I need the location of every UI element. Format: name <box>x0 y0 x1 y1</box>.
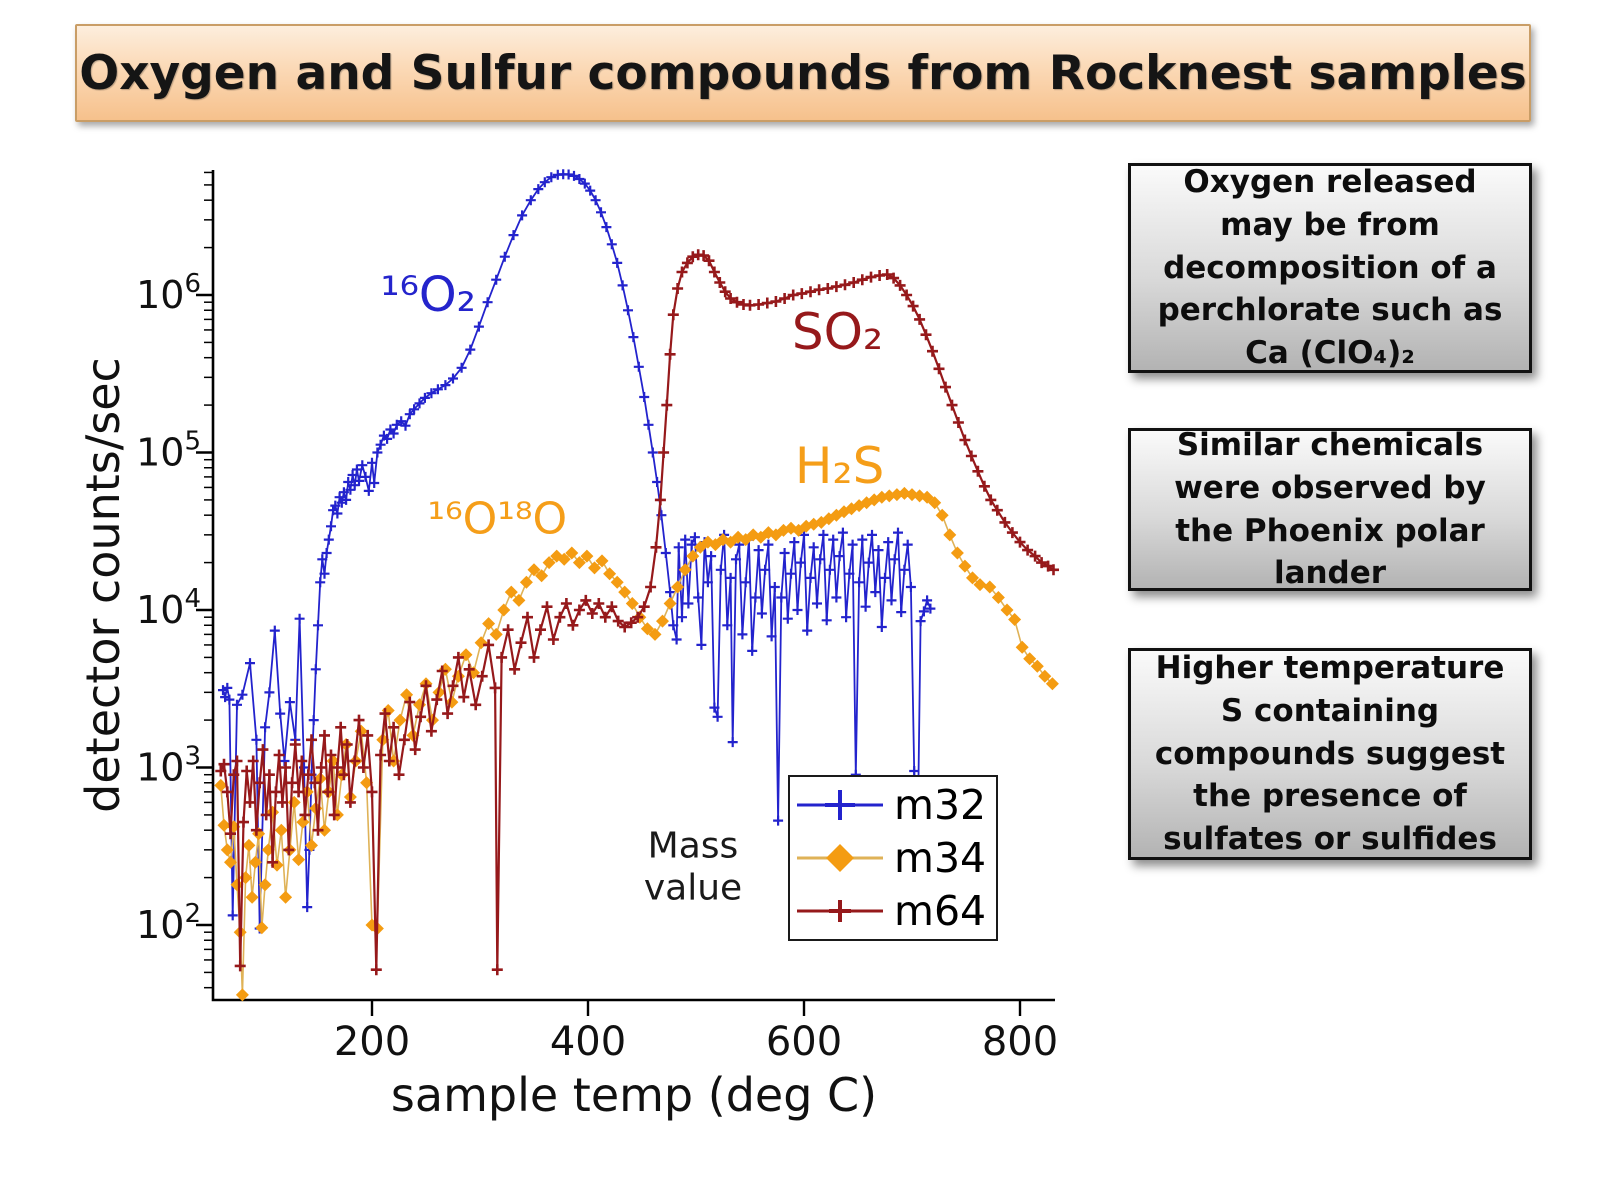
y-minor-ticks <box>204 171 213 989</box>
y-axis-ticks: 102 103 104 105 106 <box>136 269 213 947</box>
x-tick-label: 200 <box>334 1019 410 1065</box>
legend-entry-m32: m32 <box>794 780 992 830</box>
y-tick-label: 104 <box>136 584 201 632</box>
y-axis-title: detector counts/sec <box>76 357 130 813</box>
series-m32 <box>218 169 936 934</box>
legend-box: m32 m34 m64 <box>788 775 998 941</box>
series-m64 <box>215 249 1059 976</box>
x-tick-label: 400 <box>550 1019 626 1065</box>
series-m34 <box>214 486 1059 1002</box>
legend-entry-m34: m34 <box>794 833 992 883</box>
legend-label-m32: m32 <box>894 781 987 830</box>
legend-marker-m64 <box>797 899 883 922</box>
legend-label-m34: m34 <box>894 833 987 882</box>
series-markers-m32 <box>218 169 936 934</box>
x-axis-ticks: 200 400 600 800 <box>334 1000 1058 1065</box>
x-tick-label: 600 <box>766 1019 842 1065</box>
axes-spines <box>211 170 1055 1002</box>
title-banner: Oxygen and Sulfur compounds from Rocknes… <box>75 24 1531 122</box>
y-tick-label: 105 <box>136 427 201 475</box>
legend-label-m64: m64 <box>894 886 987 935</box>
series-markers-m64 <box>215 249 1059 976</box>
legend-caption: Mass value <box>644 826 742 911</box>
y-tick-label: 106 <box>136 269 201 317</box>
legend-caption-line1: Mass <box>647 825 739 867</box>
x-axis-title: sample temp (deg C) <box>390 1068 878 1122</box>
x-tick-label: 800 <box>982 1019 1058 1065</box>
legend-marker-m32 <box>797 790 883 821</box>
y-tick-label: 102 <box>136 899 201 947</box>
slide-title: Oxygen and Sulfur compounds from Rocknes… <box>79 45 1527 101</box>
y-tick-label: 103 <box>136 742 201 790</box>
series-markers-m34 <box>214 486 1059 1002</box>
legend-caption-line2: value <box>643 868 743 909</box>
legend-marker-m34 <box>797 843 883 872</box>
legend-entry-m64: m64 <box>794 886 992 936</box>
